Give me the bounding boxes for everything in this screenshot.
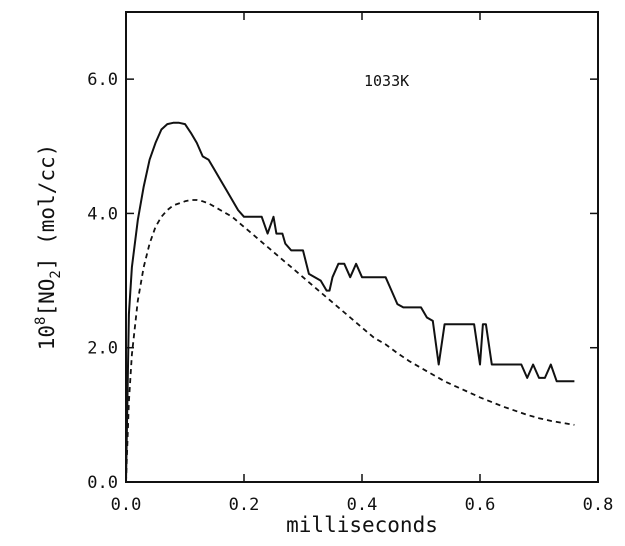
model-curve-dashed [126,200,574,482]
temperature-annotation: 1033K [364,72,409,90]
x-tick-label: 0.6 [465,495,496,515]
y-axis-title-exponent: 8 [33,317,49,325]
y-axis-title-subscript: 2 [48,270,64,278]
plot-frame [126,12,598,482]
y-axis-ticks: 0.0 2.0 4.0 6.0 [87,70,598,493]
x-tick-label: 0.2 [229,495,260,515]
y-tick-label: 6.0 [87,70,118,90]
x-axis-ticks: 0.0 0.2 0.4 0.6 0.8 [111,12,614,515]
x-tick-label: 0.4 [347,495,378,515]
y-axis-title-prefix: 10 [35,325,59,350]
measured-curve-solid [126,123,574,482]
series-lines [126,123,574,482]
y-tick-label: 4.0 [87,204,118,224]
y-axis-title-units: (mol/cc) [35,144,59,258]
x-tick-label: 0.0 [111,495,142,515]
y-tick-label: 2.0 [87,339,118,359]
x-axis-title: milliseconds [286,513,438,537]
y-axis-title-species: [NO [35,279,59,317]
y-axis-title-bracket: ] [35,258,59,271]
y-axis-title: 108[NO2] (mol/cc) [33,144,64,351]
x-tick-label: 0.8 [583,495,614,515]
y-tick-label: 0.0 [87,473,118,493]
